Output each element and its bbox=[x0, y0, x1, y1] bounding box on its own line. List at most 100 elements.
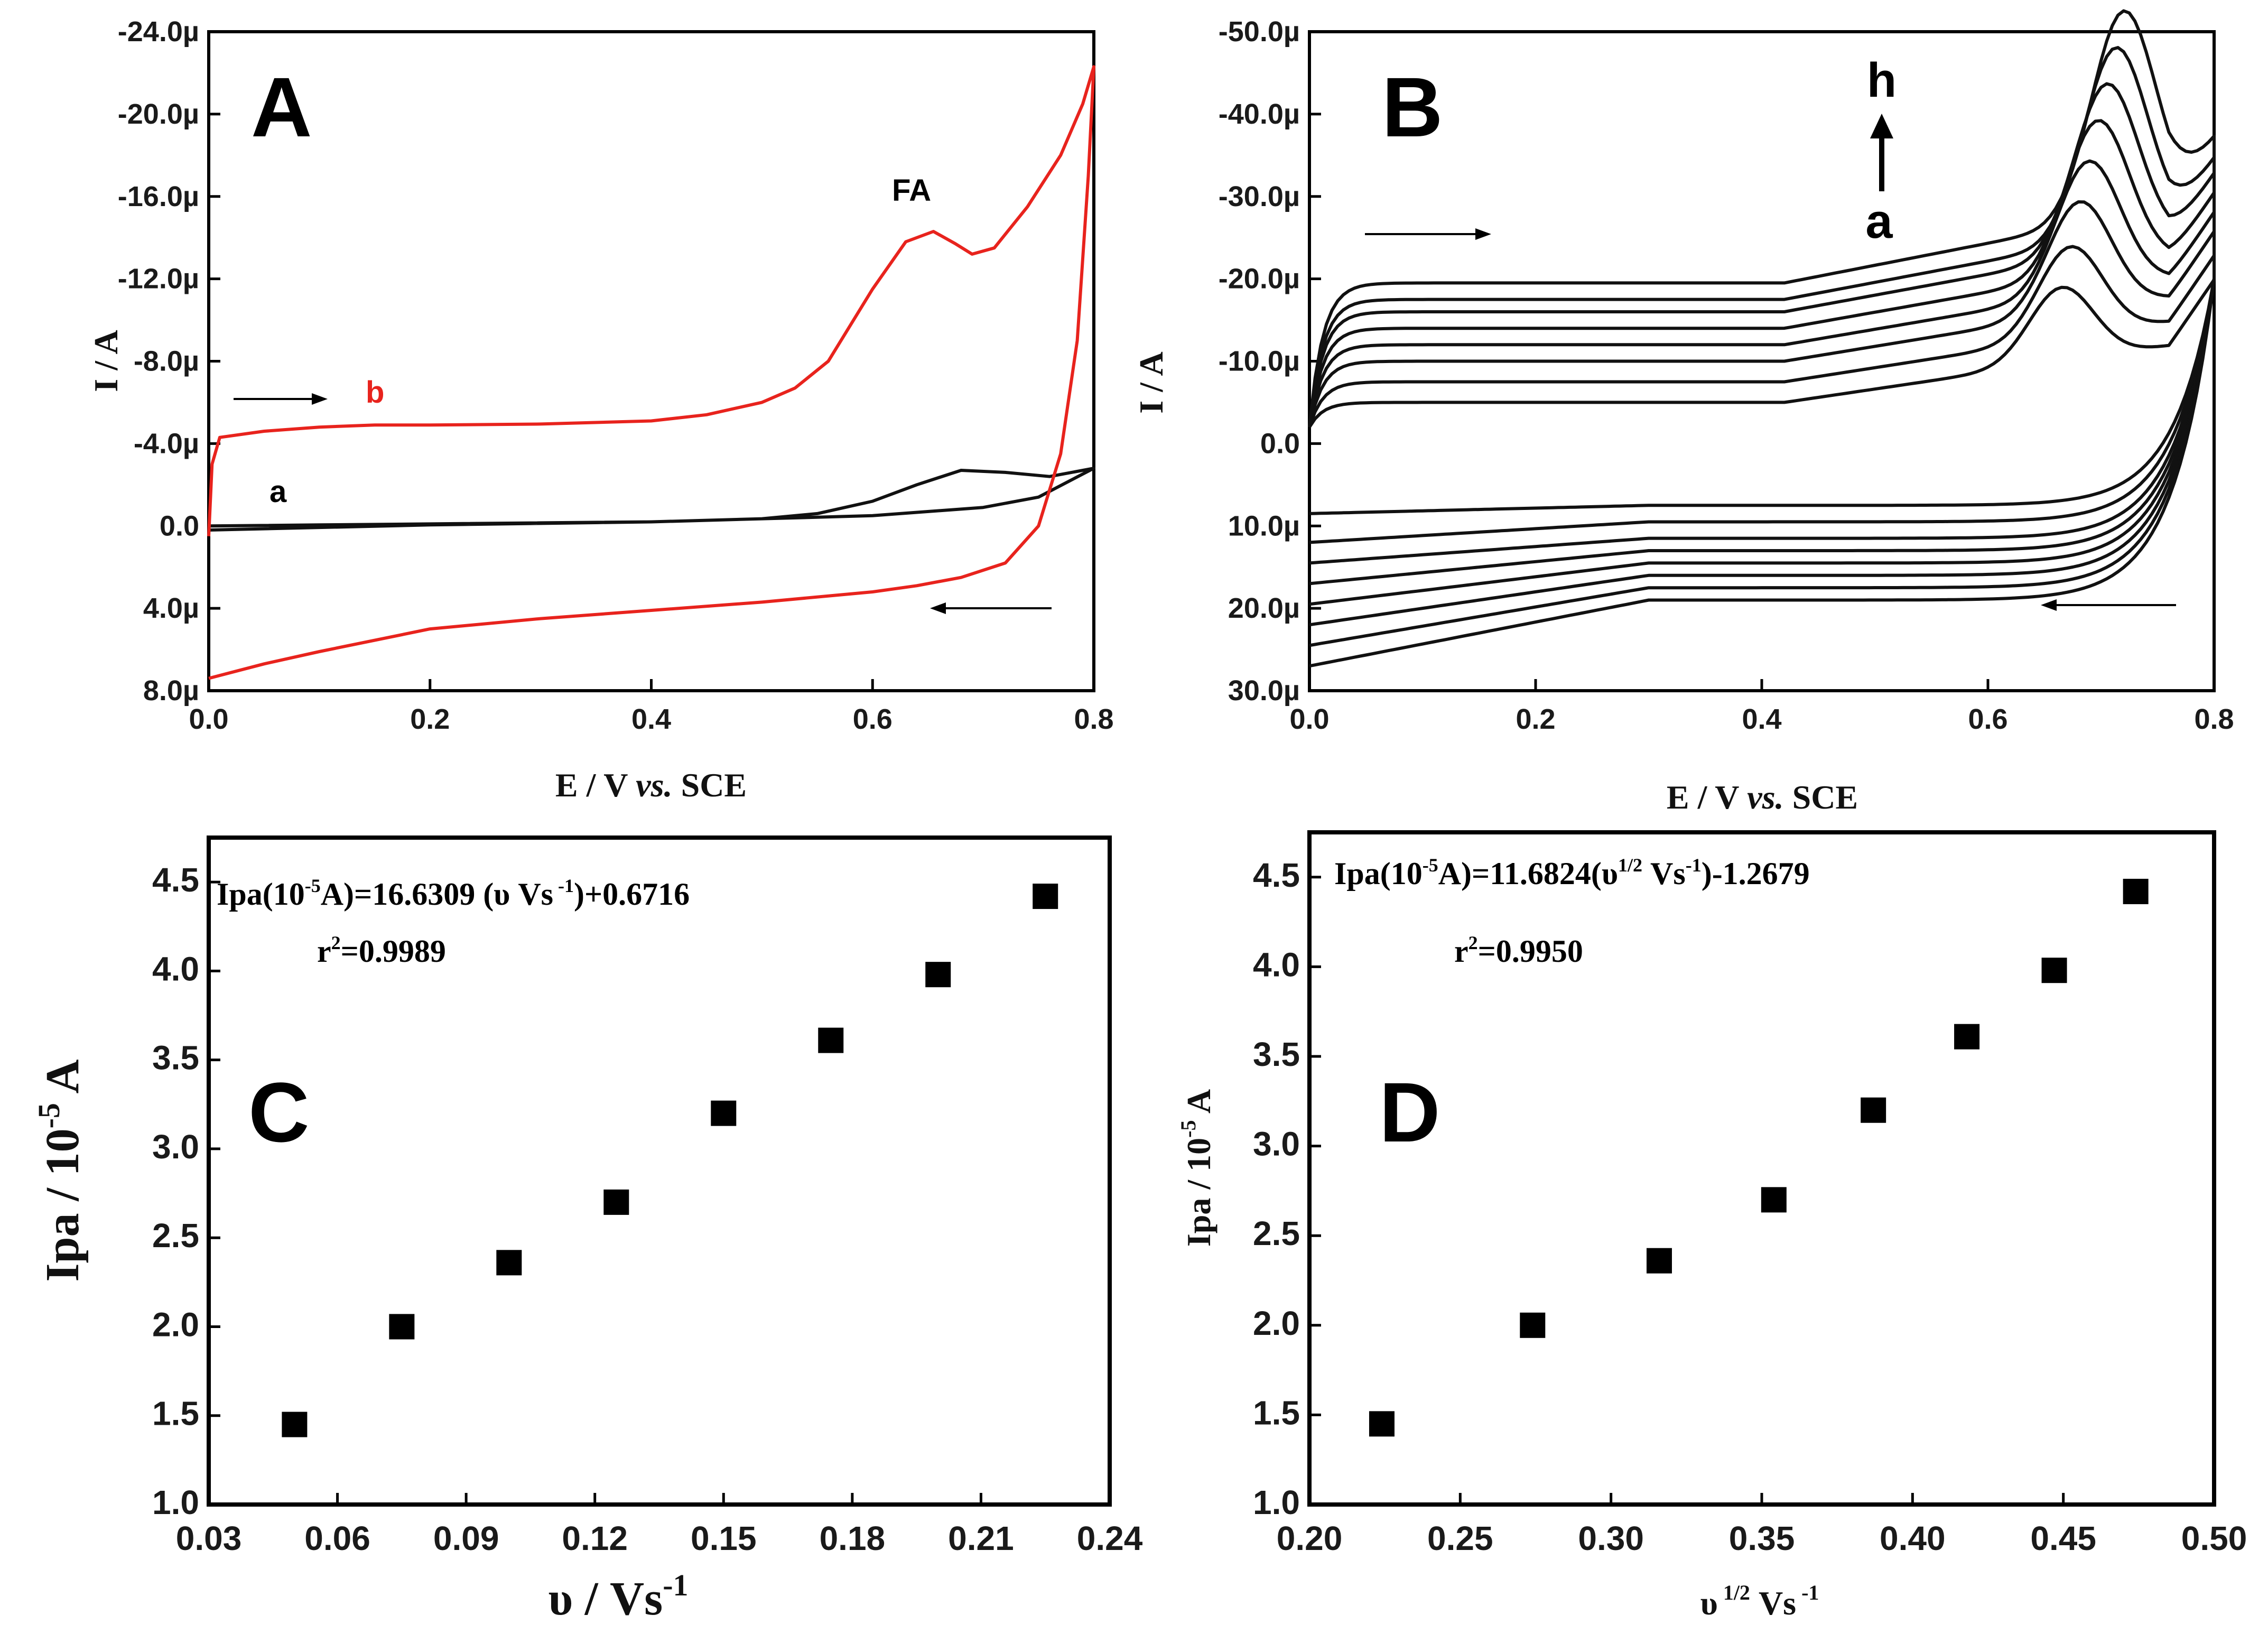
panel-d-equation: Ipa(10-5A)=11.6824(υ1/2 Vs-1)-1.2679 bbox=[1334, 855, 1810, 891]
cv-curve-g bbox=[1308, 46, 2216, 647]
y-tick-label: 8.0µ bbox=[143, 675, 199, 707]
annotation-fa: FA bbox=[892, 173, 931, 208]
x-tick-label: 0.6 bbox=[1968, 703, 2007, 735]
panel-a: -24.0µ -20.0µ -16.0µ -12.0µ -8.0µ -4.0µ 0.0 4.0… bbox=[87, 16, 1114, 804]
y-tick-label: 30.0µ bbox=[1228, 675, 1300, 707]
panel-d: 1.0 1.5 2.0 2.5 3.0 3.5 4.0 4.5 0.20 0.25 0.30 0.3… bbox=[1176, 830, 2247, 1622]
x-tick-label: 0.12 bbox=[562, 1519, 628, 1557]
x-tick-label: 0.06 bbox=[304, 1519, 370, 1557]
x-tick-label: 0.45 bbox=[2030, 1519, 2096, 1557]
y-tick-label: -50.0µ bbox=[1219, 16, 1300, 48]
panel-a-x-label: E / V vs. SCE bbox=[555, 766, 747, 804]
panel-d-frame bbox=[1307, 830, 2216, 1507]
y-tick-label: 4.0 bbox=[1253, 945, 1300, 983]
x-tick-label: 0.24 bbox=[1077, 1519, 1143, 1557]
y-tick-label: -20.0µ bbox=[1219, 263, 1300, 295]
y-tick-label: -20.0µ bbox=[118, 98, 199, 130]
panel-d-x-ticks: 0.20 0.25 0.30 0.35 0.40 0.45 0.50 bbox=[1277, 1493, 2247, 1557]
data-point bbox=[2123, 878, 2149, 904]
y-tick-label: 2.0 bbox=[152, 1305, 199, 1343]
panel-c-x-ticks: 0.03 0.06 0.09 0.12 0.15 0.18 0.21 0.24 bbox=[176, 1493, 1143, 1557]
panel-c-letter: C bbox=[248, 1065, 310, 1159]
y-tick-label: -24.0µ bbox=[118, 16, 199, 48]
y-tick-label: 1.5 bbox=[152, 1395, 199, 1433]
panel-a-letter: A bbox=[251, 60, 312, 154]
data-point bbox=[496, 1250, 522, 1276]
data-point bbox=[818, 1027, 844, 1053]
panel-d-y-ticks: 1.0 1.5 2.0 2.5 3.0 3.5 4.0 4.5 bbox=[1253, 856, 1321, 1521]
panel-b-letter: B bbox=[1382, 60, 1443, 154]
y-tick-label: -12.0µ bbox=[118, 263, 199, 295]
y-tick-label: -10.0µ bbox=[1219, 346, 1300, 377]
data-point bbox=[603, 1189, 629, 1215]
panel-a-frame bbox=[207, 30, 1095, 692]
cv-curve-a bbox=[1308, 277, 2216, 515]
y-tick-label: -40.0µ bbox=[1219, 98, 1300, 130]
data-point bbox=[1520, 1312, 1546, 1338]
x-tick-label: 0.20 bbox=[1277, 1519, 1343, 1557]
x-tick-label: 0.18 bbox=[820, 1519, 886, 1557]
panel-d-x-label: υ 1/2 Vs -1 bbox=[1700, 1581, 1819, 1622]
panel-d-points bbox=[1369, 878, 2149, 1437]
data-point bbox=[2041, 958, 2067, 983]
panel-a-y-ticks: -24.0µ -20.0µ -16.0µ -12.0µ -8.0µ -4.0µ 0.0 4.0… bbox=[118, 16, 220, 707]
x-tick-label: 0.6 bbox=[853, 703, 893, 735]
x-tick-label: 0.25 bbox=[1427, 1519, 1493, 1557]
cv-curve-f bbox=[1308, 82, 2216, 627]
x-tick-label: 0.03 bbox=[176, 1519, 242, 1557]
x-tick-label: 0.2 bbox=[1516, 703, 1555, 735]
panel-b-y-ticks: -50.0µ -40.0µ -30.0µ -20.0µ -10.0µ 0.0 10.0µ 20… bbox=[1219, 16, 1321, 707]
arrow-reverse-a bbox=[930, 602, 1052, 614]
x-tick-label: 0.40 bbox=[1880, 1519, 1946, 1557]
cv-curve-b bbox=[207, 65, 1095, 680]
panel-c-y-ticks: 1.0 1.5 2.0 2.5 3.0 3.5 4.0 4.5 bbox=[152, 861, 220, 1521]
panel-c-equation: Ipa(10-5A)=16.6309 (υ Vs -1)+0.6716 bbox=[217, 875, 690, 912]
data-point bbox=[1761, 1187, 1787, 1213]
arrow-reverse-b bbox=[2041, 599, 2176, 611]
panel-a-y-label: I / A bbox=[87, 330, 125, 392]
panel-b-curves bbox=[1308, 9, 2216, 668]
x-tick-label: 0.4 bbox=[1742, 703, 1781, 735]
x-tick-label: 0.21 bbox=[948, 1519, 1014, 1557]
x-tick-label: 0.09 bbox=[433, 1519, 499, 1557]
y-tick-label: 1.0 bbox=[152, 1483, 199, 1521]
annotation-curve-a: a bbox=[269, 475, 287, 509]
y-tick-label: 4.0 bbox=[152, 950, 199, 988]
panel-b: -50.0µ -40.0µ -30.0µ -20.0µ -10.0µ 0.0 10.0µ 20… bbox=[1132, 9, 2234, 816]
x-tick-label: 0.30 bbox=[1578, 1519, 1644, 1557]
data-point bbox=[711, 1100, 737, 1126]
data-point bbox=[1861, 1097, 1886, 1123]
x-tick-label: 0.4 bbox=[631, 703, 671, 735]
y-tick-label: 2.5 bbox=[1253, 1214, 1300, 1252]
data-point bbox=[1033, 884, 1058, 909]
panel-c-frame bbox=[207, 835, 1112, 1507]
y-tick-label: 2.0 bbox=[1253, 1304, 1300, 1342]
x-tick-label: 0.8 bbox=[1074, 703, 1113, 735]
data-point bbox=[1369, 1411, 1395, 1437]
panel-b-x-label: E / V vs. SCE bbox=[1667, 778, 1858, 816]
y-tick-label: 4.5 bbox=[152, 861, 199, 899]
x-tick-label: 0.0 bbox=[1289, 703, 1329, 735]
panel-d-r2: r2=0.9950 bbox=[1454, 932, 1583, 969]
panel-b-y-label: I / A bbox=[1132, 351, 1170, 413]
y-tick-label: 3.0 bbox=[1253, 1125, 1300, 1163]
panel-c-x-label: υ / Vs-1 bbox=[548, 1568, 688, 1625]
panel-c-r2: r2=0.9989 bbox=[317, 932, 446, 969]
panel-b-x-ticks: 0.0 0.2 0.4 0.6 0.8 bbox=[1289, 679, 2234, 735]
panel-c: 1.0 1.5 2.0 2.5 3.0 3.5 4.0 4.5 0.03 0.06 0.09 0.1… bbox=[32, 835, 1143, 1625]
cv-curve-h bbox=[1308, 9, 2216, 668]
y-tick-label: 3.5 bbox=[152, 1039, 199, 1077]
arrow-forward-b bbox=[1365, 228, 1491, 240]
y-tick-label: 10.0µ bbox=[1228, 510, 1300, 542]
panel-a-x-ticks: 0.0 0.2 0.4 0.6 0.8 bbox=[189, 679, 1114, 735]
panel-d-y-label: Ipa / 10-5 A bbox=[1176, 1089, 1217, 1247]
y-tick-label: -30.0µ bbox=[1219, 181, 1300, 212]
y-tick-label: 0.0 bbox=[1260, 428, 1300, 459]
y-tick-label: 3.0 bbox=[152, 1128, 199, 1166]
annotation-curve-a-b: a bbox=[1865, 194, 1893, 248]
data-point bbox=[389, 1314, 415, 1340]
y-tick-label: 1.0 bbox=[1253, 1483, 1300, 1521]
cv-curve-d bbox=[1308, 159, 2216, 586]
x-tick-label: 0.15 bbox=[691, 1519, 757, 1557]
y-tick-label: -4.0µ bbox=[134, 428, 199, 459]
